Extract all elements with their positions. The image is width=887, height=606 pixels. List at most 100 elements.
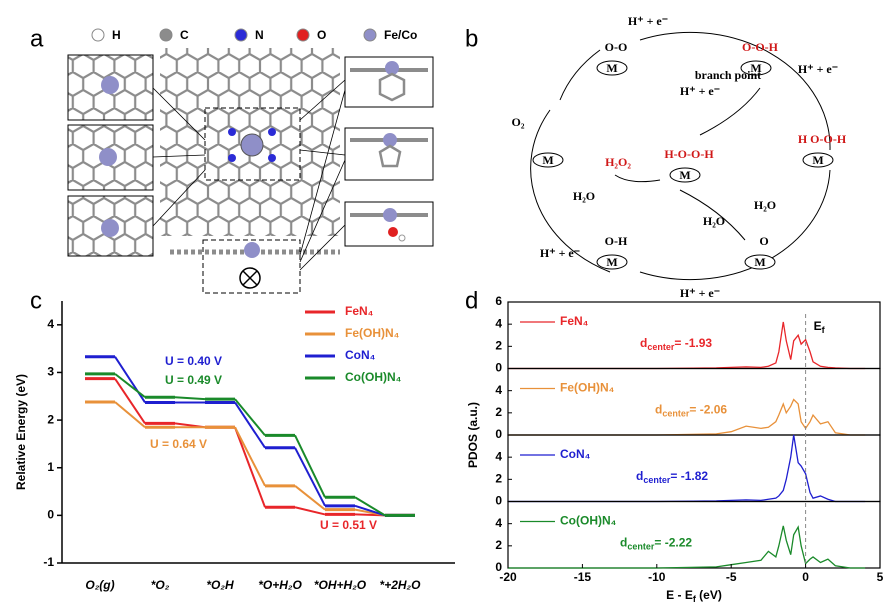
annotation-part: center: [662, 409, 690, 419]
connector: [294, 506, 326, 516]
h-atom: [398, 234, 406, 242]
annotation: dcenter= -1.93: [640, 336, 712, 352]
legend-swatch: [363, 28, 377, 42]
annotation-part: d: [655, 403, 662, 417]
n-atom: [268, 154, 276, 162]
fermi-label-part: E: [814, 319, 822, 333]
annotation-part: d: [620, 536, 627, 550]
metal-node: [532, 152, 564, 168]
annotation-part: d: [636, 469, 643, 483]
legend-label: Fe/Co: [384, 28, 417, 42]
y-tick-label: 4: [495, 383, 502, 397]
x-axis-label-part: f: [693, 594, 697, 604]
y-tick-label: 6: [495, 294, 502, 308]
cycle-label: O₂: [512, 115, 525, 129]
y-tick-label: 0: [495, 494, 502, 508]
annotation-part: center: [647, 342, 675, 352]
pdos-curve: [508, 525, 866, 569]
y-axis-label: PDOS (a.u.): [466, 402, 480, 468]
metal-node: [596, 254, 628, 270]
connector: [354, 504, 386, 517]
panel-label: b: [465, 25, 478, 52]
x-axis-label: E - Ef (eV): [666, 588, 722, 604]
ring: [378, 144, 402, 168]
n-atom: [228, 128, 236, 136]
cycle-arrow: [530, 109, 611, 273]
y-tick-label: 0: [495, 361, 502, 375]
metal-node: [802, 152, 834, 168]
branch-arrow: [679, 189, 746, 241]
legend-swatch: [234, 28, 248, 42]
legend-label: Co(OH)N₄: [345, 370, 402, 384]
branch-arrow: [614, 174, 661, 183]
legend-label: H: [112, 28, 121, 42]
connector: [294, 447, 326, 507]
y-tick-label: 2: [495, 472, 502, 486]
x-tick-label: *+2H₂O: [380, 578, 422, 592]
panel-label: d: [465, 287, 478, 314]
x-tick-label: *OH+H₂O: [314, 578, 367, 592]
metal-atom: [383, 208, 397, 222]
metal-node: [596, 60, 628, 76]
metal-atom: [101, 219, 119, 237]
metal-label: M: [606, 255, 617, 269]
panel-label: a: [30, 25, 44, 52]
cycle-label: H⁺ + e⁻: [680, 286, 720, 300]
fermi-label: Ef: [814, 319, 826, 335]
metal-label: M: [812, 153, 823, 167]
legend-swatch: [159, 28, 173, 42]
x-tick-label: 5: [877, 570, 884, 584]
adsorbate-label: O-O: [605, 40, 628, 54]
y-tick-label: 0: [495, 427, 502, 441]
y-tick-label: 4: [495, 449, 502, 463]
metal-atom: [101, 76, 119, 94]
y-tick-label: 4: [47, 317, 54, 331]
cycle-label: H₂O: [703, 214, 725, 228]
dashed-box: [202, 239, 301, 294]
connector: [294, 485, 326, 511]
x-tick-label: -10: [648, 570, 666, 584]
y-tick-label: 0: [47, 508, 54, 522]
annotation: dcenter= -2.06: [655, 403, 727, 419]
adsorbate-label: O-H: [605, 234, 628, 248]
cycle-arrow: [639, 31, 831, 151]
legend-label: Fe(OH)N₄: [345, 326, 400, 340]
adsorbate-label: O: [759, 234, 768, 248]
annotation: U = 0.40 V: [165, 354, 222, 368]
y-tick-label: 2: [495, 538, 502, 552]
structure-panel: [67, 48, 434, 294]
connector: [234, 426, 266, 508]
x-tick-label: -15: [574, 570, 592, 584]
connector: [114, 373, 146, 399]
legend-label: Co(OH)N₄: [560, 514, 617, 528]
annotation-part: = -1.82: [670, 469, 708, 483]
ring: [378, 72, 406, 102]
connector: [114, 401, 146, 429]
legend-swatch: [91, 28, 105, 42]
metal-label: M: [542, 153, 553, 167]
cycle-label: H₂O₂: [605, 155, 631, 169]
connector: [354, 496, 386, 517]
x-tick-label: -20: [499, 570, 517, 584]
annotation-part: = -1.93: [674, 336, 712, 350]
connector: [294, 434, 326, 498]
n-atom: [228, 154, 236, 162]
y-tick-label: 4: [495, 316, 502, 330]
x-axis-label-part: (eV): [696, 588, 722, 602]
pointer: [152, 79, 346, 271]
annotation: U = 0.49 V: [165, 373, 222, 387]
y-tick-label: 3: [47, 365, 54, 379]
cycle-label: H⁺ + e⁻: [628, 14, 668, 28]
metal-atom: [240, 133, 264, 157]
y-tick-label: 0: [495, 560, 502, 574]
legend-label: FeN₄: [560, 314, 589, 328]
metal-node: [744, 254, 776, 270]
subplot-frame: [507, 500, 881, 569]
y-tick-label: 4: [495, 516, 502, 530]
legend-label: CoN₄: [560, 447, 591, 461]
annotation-part: center: [627, 542, 655, 552]
cross: [242, 270, 258, 286]
metal-label: M: [606, 61, 617, 75]
metal-node: [740, 60, 772, 76]
